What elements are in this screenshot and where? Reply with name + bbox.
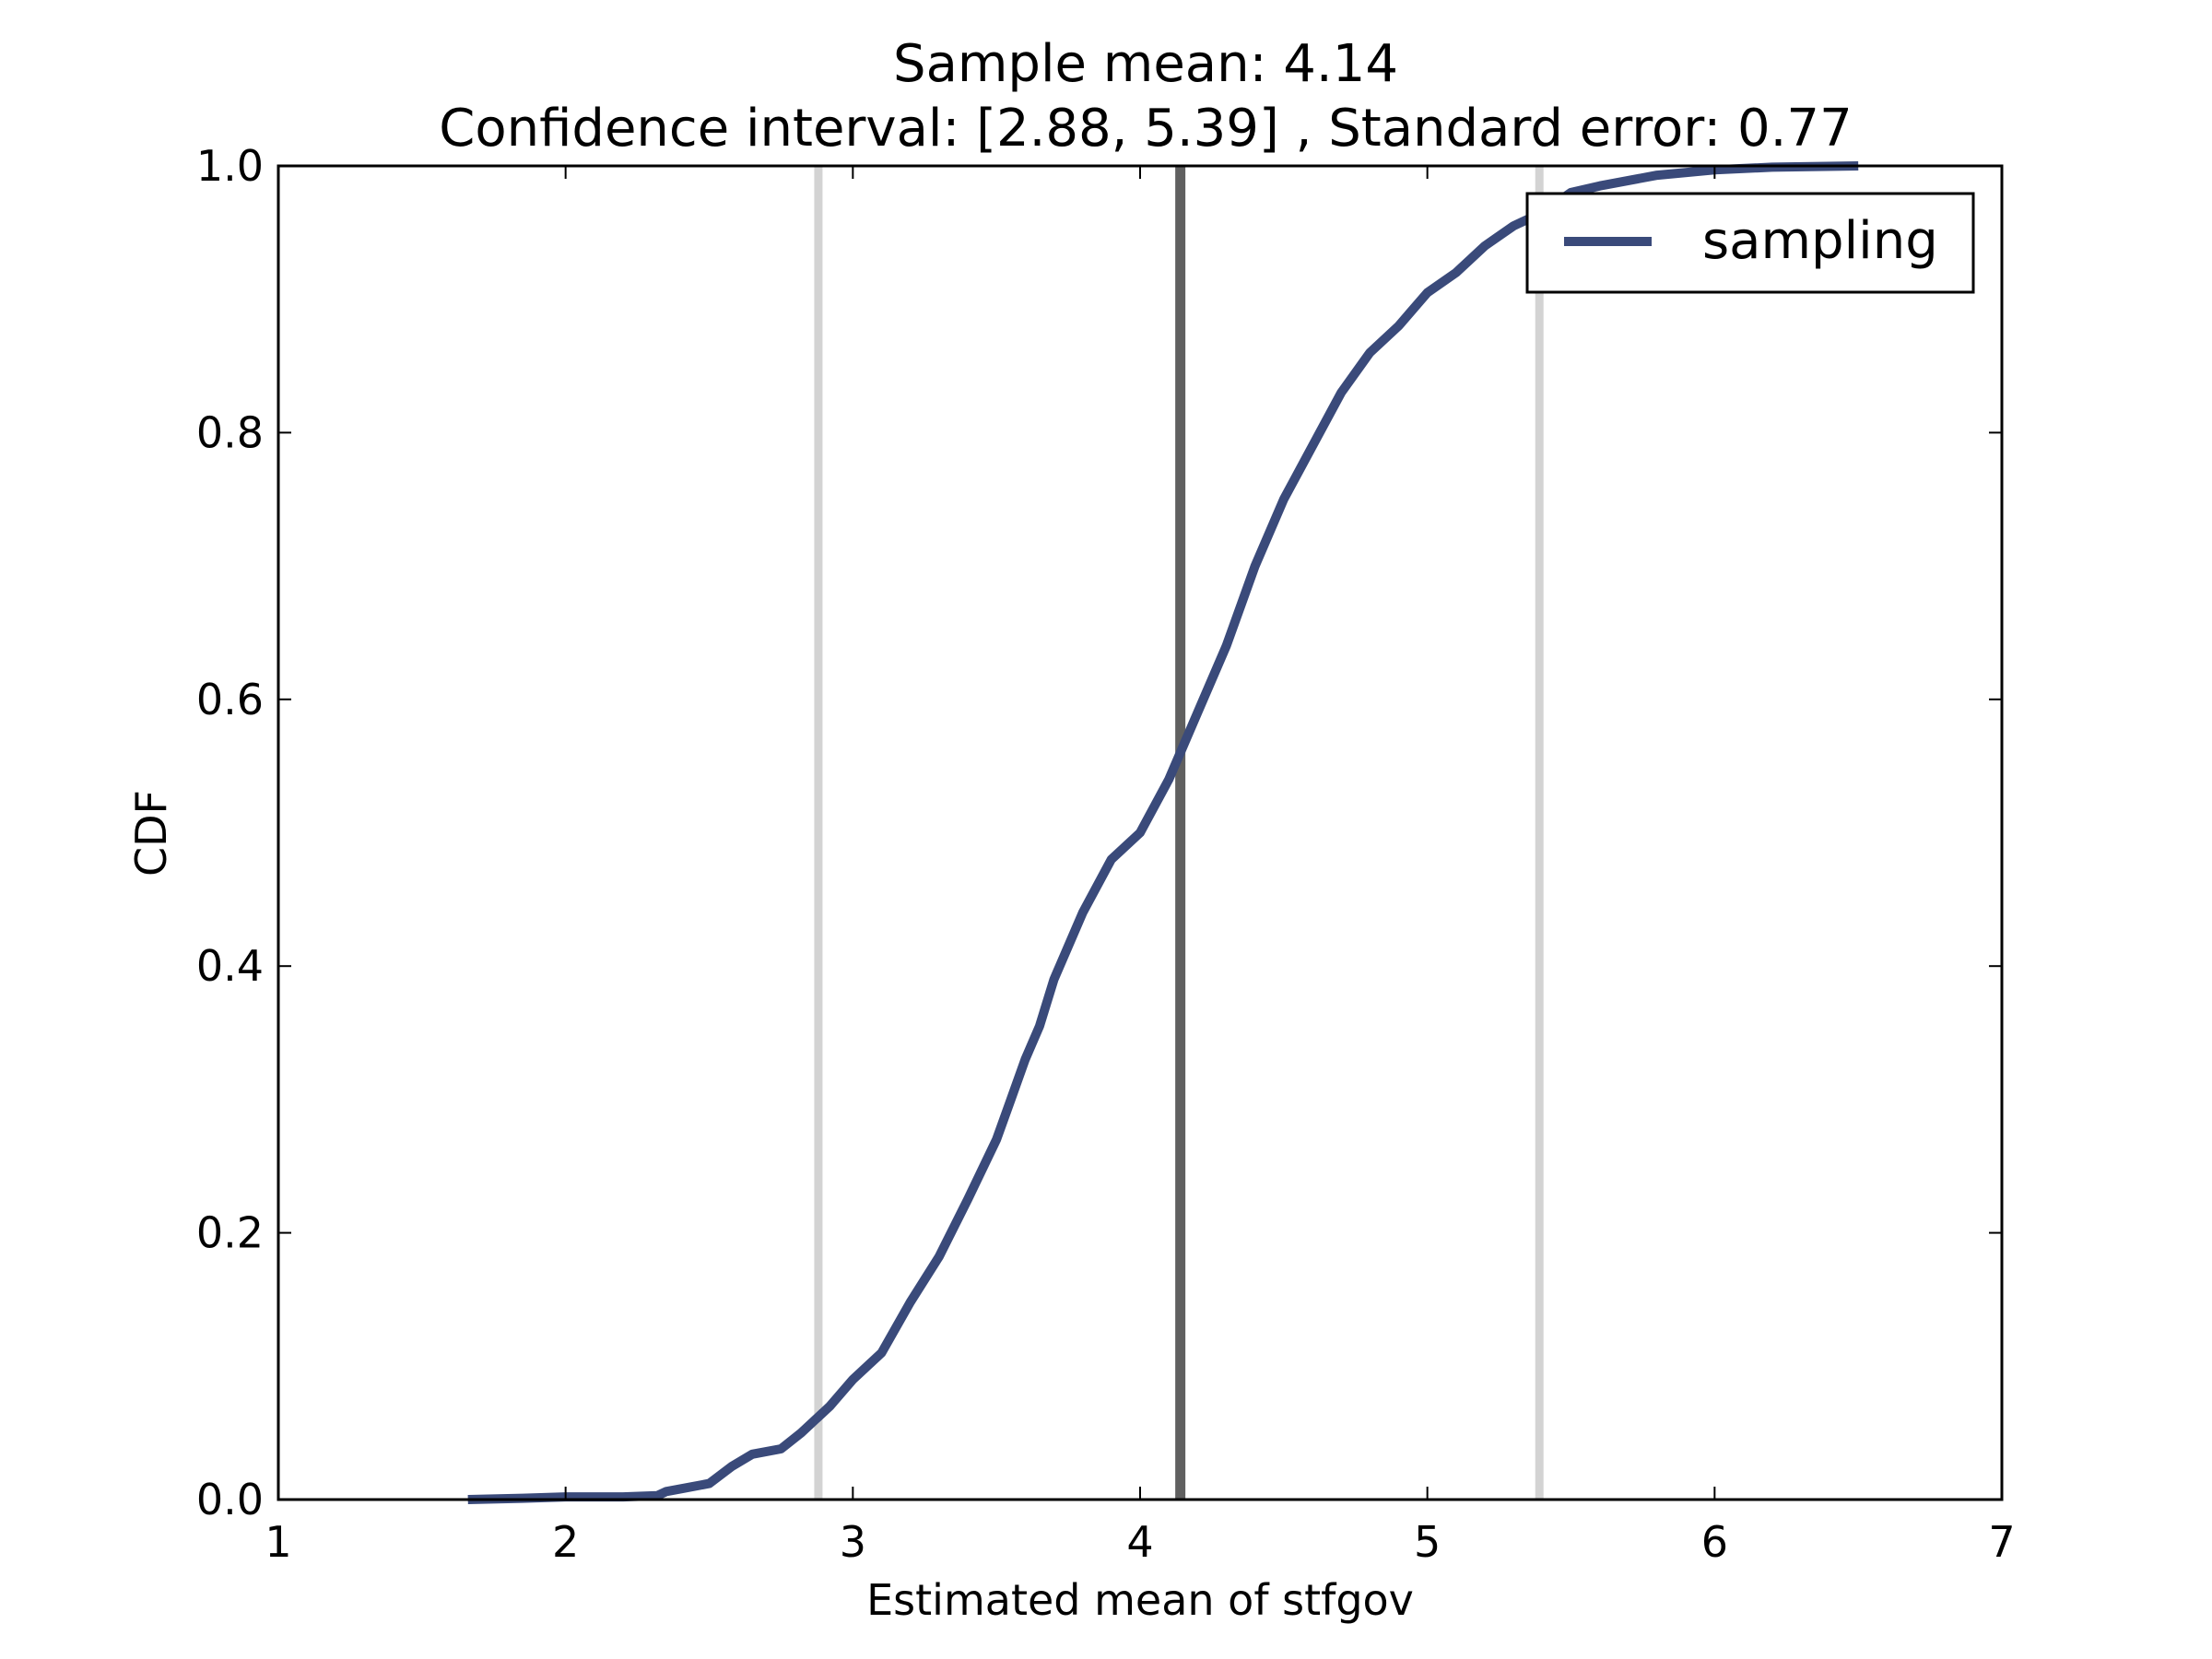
y-tick-label: 0.4 [196, 941, 264, 991]
x-tick-label: 3 [840, 1517, 866, 1567]
y-axis-label: CDF [126, 790, 176, 877]
x-tick-label: 2 [552, 1517, 579, 1567]
x-tick-label: 5 [1414, 1517, 1441, 1567]
chart-title: Sample mean: 4.14 [893, 34, 1398, 94]
chart-subtitle: Confidence interval: [2.88, 5.39] , Stan… [439, 99, 1852, 159]
reference-lines [814, 166, 1544, 1500]
y-tick-label: 0.8 [196, 407, 264, 457]
y-tick-label: 0.0 [196, 1475, 264, 1524]
x-tick-label: 7 [1988, 1517, 2015, 1567]
series-line-sampling [467, 161, 1859, 1504]
y-tick-label: 1.0 [196, 141, 264, 191]
x-tick-label: 6 [1701, 1517, 1728, 1567]
x-tick-label: 4 [1126, 1517, 1153, 1567]
x-axis-label: Estimated mean of stfgov [866, 1575, 1414, 1625]
y-tick-label: 0.6 [196, 675, 264, 724]
legend: sampling [1525, 192, 1975, 294]
x-axis-ticks: 1 2 3 4 5 6 7 [265, 166, 2016, 1567]
y-axis-ticks: 0.0 0.2 0.4 0.6 0.8 1.0 [196, 141, 2002, 1524]
x-tick-label: 1 [265, 1517, 291, 1567]
y-tick-label: 0.2 [196, 1208, 264, 1258]
legend-label-sampling: sampling [1702, 211, 1938, 271]
series-layer [467, 161, 1859, 1504]
